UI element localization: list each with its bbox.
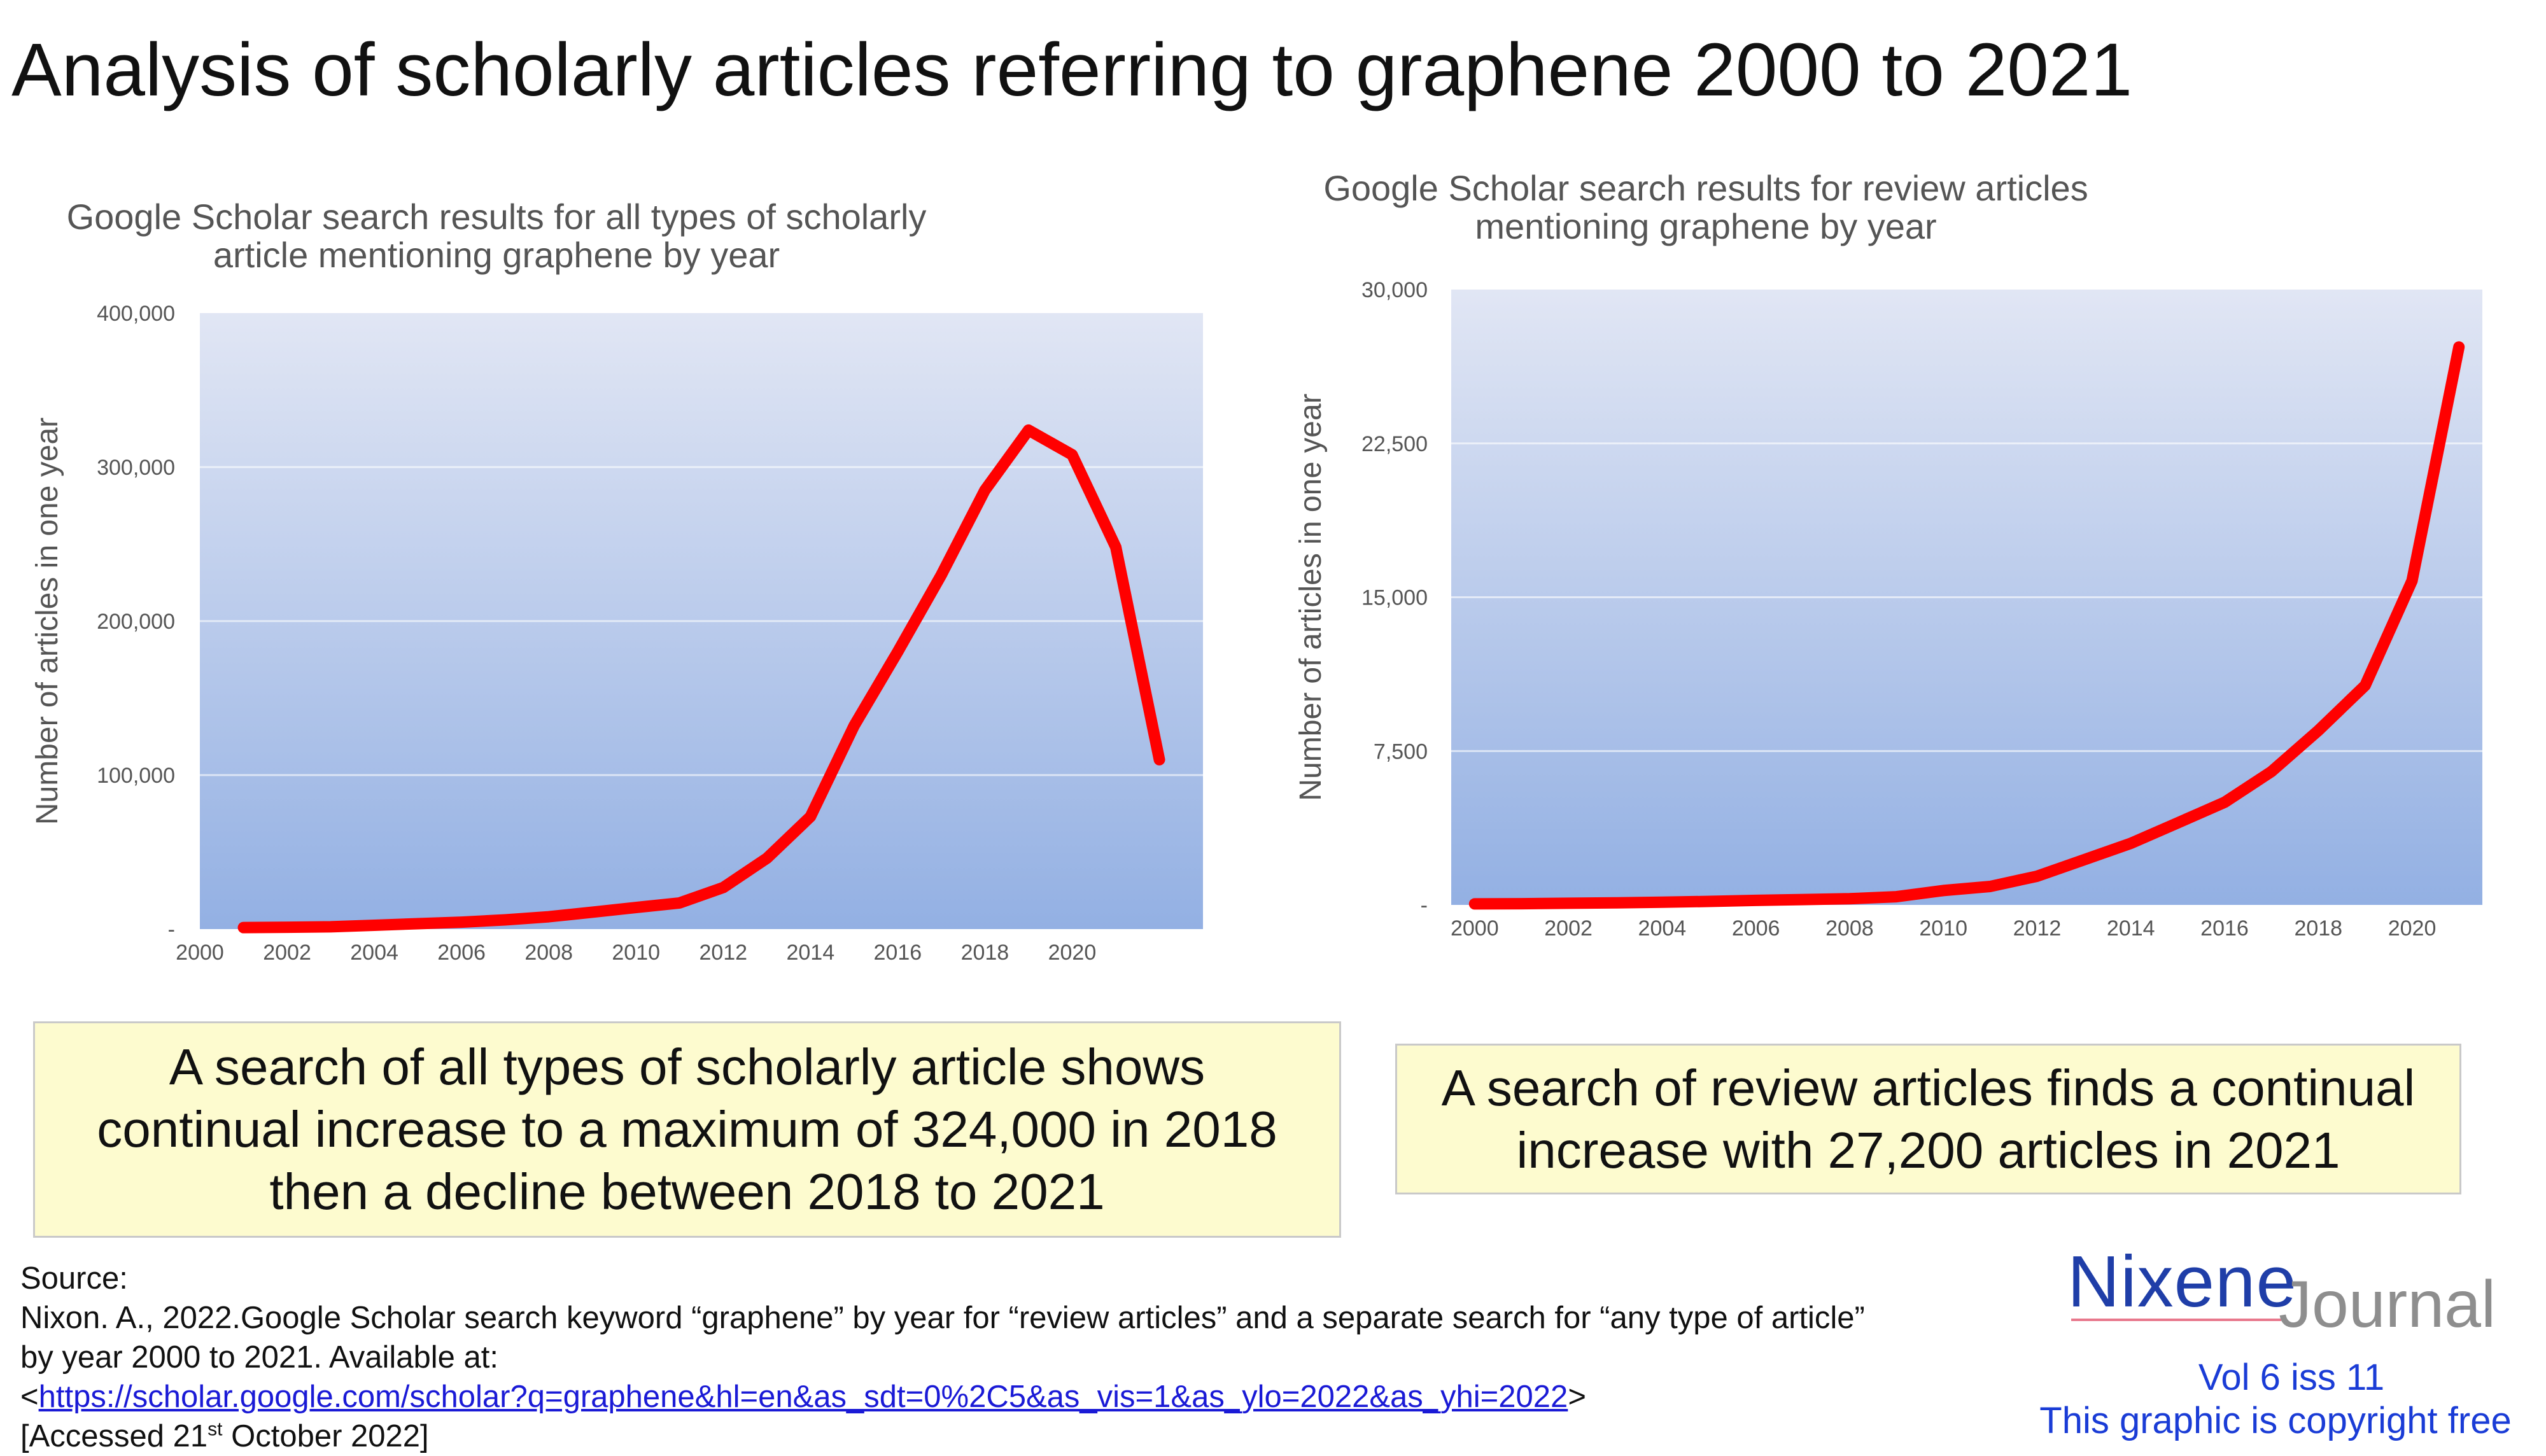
y-tick-label: 400,000 [97,302,175,326]
callout-line: A search of review articles finds a cont… [1441,1059,2416,1116]
x-tick-label: 2004 [1638,916,1687,941]
x-tick-label: 2010 [1919,916,1967,941]
y-tick-label: 22,500 [1361,432,1428,456]
x-tick-label: 2012 [2013,916,2062,941]
x-tick-label: 2000 [176,941,224,965]
chart-title-line: Google Scholar search results for all ty… [67,197,927,237]
x-tick-label: 2018 [2294,916,2342,941]
nixene-journal-logo: Nixene Journal [2062,1241,2546,1355]
x-tick-label: 2018 [961,941,1009,965]
chart-title-line: Google Scholar search results for review… [1323,168,2088,208]
callout-review-articles: A search of review articles finds a cont… [1395,1044,2461,1194]
source-heading: Source: [20,1261,128,1296]
x-tick-label: 2014 [786,941,834,965]
x-tick-label: 2002 [263,941,311,965]
chart-review-articles: - 7,500 15,000 22,500 30,000 2000 2002 2004 2006… [1294,168,2482,941]
accessed-line: [Accessed 21st October 2022] [20,1417,1994,1456]
x-tick-label: 2016 [874,941,922,965]
link-close-bracket: > [1568,1380,1586,1414]
y-tick-label: - [168,918,175,942]
accessed-prefix: [Accessed 21 [20,1419,208,1453]
volume-issue: Vol 6 iss 11 [2198,1357,2385,1398]
series-line [237,424,1165,934]
x-tick-label: 2006 [1732,916,1780,941]
x-tick-label: 2000 [1451,916,1499,941]
x-tick-label: 2002 [1544,916,1593,941]
series-line [1468,341,2465,910]
source-citation: Source: Nixon. A., 2022.Google Scholar s… [20,1259,1994,1456]
y-tick-label: 300,000 [97,456,175,480]
y-tick-label: 7,500 [1374,739,1428,764]
x-tick-label: 2004 [350,941,398,965]
chart-title-line: mentioning graphene by year [1475,206,1936,246]
x-tick-label: 2020 [1048,941,1097,965]
x-tick-label: 2016 [2200,916,2249,941]
x-tick-label: 2006 [437,941,486,965]
y-axis-label: Number of articles in one year [31,417,64,825]
callout-line: continual increase to a maximum of 324,0… [97,1101,1277,1158]
source-line-1: Nixon. A., 2022.Google Scholar search ke… [20,1301,1865,1335]
x-tick-label: 2012 [699,941,747,965]
chart-title-line: article mentioning graphene by year [213,235,780,275]
chart-all-articles: - 100,000 200,000 300,000 400,000 2000 2002 200… [31,197,1203,965]
y-tick-label: 15,000 [1361,586,1428,610]
accessed-sup: st [207,1418,223,1440]
x-tick-label: 2020 [2388,916,2437,941]
copyright-notice: This graphic is copyright free [2039,1400,2512,1441]
y-axis-label: Number of articles in one year [1294,393,1328,801]
logo-underline [2071,1319,2281,1321]
x-tick-label: 2014 [2107,916,2155,941]
callout-line: A search of all types of scholarly artic… [169,1039,1206,1095]
callout-all-articles: A search of all types of scholarly artic… [33,1021,1341,1238]
page-title: Analysis of scholarly articles referring… [11,28,2133,112]
y-tick-label: 30,000 [1361,278,1428,302]
y-tick-label: 100,000 [97,764,175,788]
callout-line: increase with 27,200 articles in 2021 [1516,1121,2340,1179]
logo-brand-suffix: Journal [2279,1268,2496,1341]
callout-line: then a decline between 2018 to 2021 [269,1163,1105,1220]
accessed-suffix: October 2022] [222,1419,429,1453]
source-link-line: <https://scholar.google.com/scholar?q=gr… [20,1377,1994,1417]
x-tick-label: 2008 [1825,916,1874,941]
source-line-2: by year 2000 to 2021. Available at: [20,1340,498,1375]
source-link[interactable]: https://scholar.google.com/scholar?q=gra… [38,1380,1568,1414]
y-tick-label: - [1421,893,1428,918]
y-tick-label: 200,000 [97,610,175,634]
logo-brand: Nixene [2067,1242,2297,1322]
x-tick-label: 2008 [524,941,573,965]
link-open-bracket: < [20,1380,39,1414]
x-tick-label: 2010 [612,941,660,965]
